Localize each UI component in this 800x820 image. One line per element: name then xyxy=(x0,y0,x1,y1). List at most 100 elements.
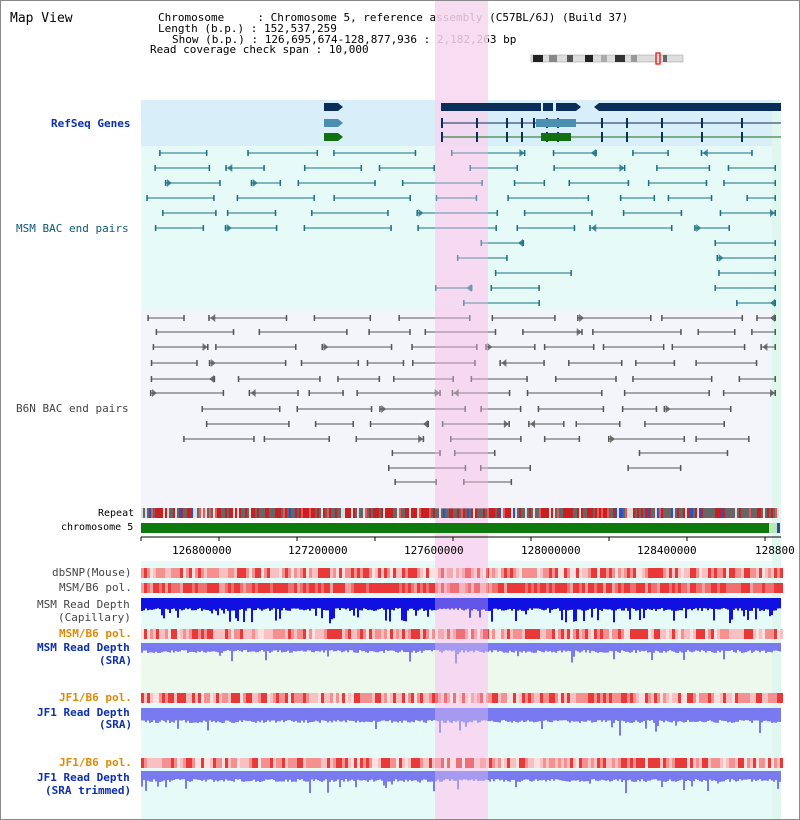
polymorphism-cell xyxy=(756,583,759,593)
polymorphism-cell xyxy=(348,629,351,639)
polymorphism-cell xyxy=(627,629,630,639)
read-depth-bar xyxy=(221,771,223,781)
repeat-segment xyxy=(535,508,537,518)
read-depth-bar xyxy=(709,643,711,652)
msm-bac-pair-end xyxy=(746,195,748,201)
read-depth-bar xyxy=(645,708,647,729)
polymorphism-cell xyxy=(675,568,678,578)
read-depth-bar xyxy=(145,598,147,609)
polymorphism-cell xyxy=(627,758,630,768)
read-depth-bar xyxy=(219,643,221,656)
read-depth-bar xyxy=(271,598,273,610)
read-depth-bar xyxy=(359,598,361,611)
read-depth-bar xyxy=(401,598,403,621)
read-depth-bar xyxy=(767,708,769,722)
polymorphism-cell xyxy=(531,568,534,578)
read-depth-bar xyxy=(245,771,247,782)
polymorphism-cell xyxy=(702,568,705,578)
read-depth-bar xyxy=(433,643,435,651)
repeat-segment xyxy=(273,508,275,518)
b6n-bac-pair-end xyxy=(620,360,623,366)
read-depth-bar xyxy=(593,708,595,723)
polymorphism-cell xyxy=(687,758,690,768)
read-depth-bar xyxy=(413,598,415,611)
read-depth-bar xyxy=(405,598,407,622)
polymorphism-cell xyxy=(672,629,675,639)
repeat-segment xyxy=(719,508,721,518)
msm-bac-pair-end xyxy=(718,270,720,276)
read-depth-bar xyxy=(755,643,757,651)
polymorphism-cell xyxy=(306,758,309,768)
read-depth-bar xyxy=(393,598,395,611)
read-depth-bar xyxy=(177,598,179,618)
polymorphism-cell xyxy=(459,629,462,639)
polymorphism-cell xyxy=(426,693,429,703)
polymorphism-cell xyxy=(780,583,783,593)
read-depth-bar xyxy=(543,598,545,611)
gene-block xyxy=(543,103,553,111)
polymorphism-cell xyxy=(300,693,303,703)
read-depth-bar xyxy=(383,643,385,653)
read-depth-bar xyxy=(519,708,521,722)
read-depth-bar xyxy=(285,598,287,611)
polymorphism-cell xyxy=(447,758,450,768)
read-depth-bar xyxy=(619,708,621,736)
repeat-segment xyxy=(141,508,143,518)
polymorphism-cell xyxy=(645,583,648,593)
polymorphism-cell xyxy=(624,629,627,639)
read-depth-bar xyxy=(505,598,507,611)
polymorphism-cell xyxy=(648,629,651,639)
polymorphism-cell xyxy=(537,583,540,593)
read-depth-bar xyxy=(471,643,473,651)
read-depth-bar xyxy=(159,708,161,722)
repeat-segment xyxy=(489,508,491,518)
repeat-segment xyxy=(265,508,267,518)
read-depth-bar xyxy=(455,771,457,781)
read-depth-bar xyxy=(367,708,369,722)
read-depth-bar xyxy=(409,708,411,723)
read-depth-bar xyxy=(623,598,625,611)
read-depth-bar xyxy=(675,708,677,726)
b6n-bac-pair-end xyxy=(296,406,299,412)
read-depth-bar xyxy=(627,643,629,652)
read-depth-bar xyxy=(565,598,567,623)
repeat-segment xyxy=(711,508,713,518)
polymorphism-cell xyxy=(330,583,333,593)
polymorphism-cell xyxy=(696,693,699,703)
axis-tick-label: 128000000 xyxy=(521,544,581,557)
polymorphism-cell xyxy=(582,629,585,639)
b6n-bac-pair-end xyxy=(520,436,522,442)
polymorphism-cell xyxy=(339,583,342,593)
polymorphism-cell xyxy=(285,629,288,639)
read-depth-bar xyxy=(499,708,501,723)
read-depth-bar xyxy=(423,708,425,723)
read-depth-bar xyxy=(633,708,635,723)
read-depth-bar xyxy=(323,771,325,781)
read-depth-bar xyxy=(439,708,441,733)
polymorphism-cell xyxy=(393,568,396,578)
read-depth-bar xyxy=(175,771,177,780)
repeat-segment xyxy=(181,508,183,518)
read-depth-bar xyxy=(431,771,433,782)
read-depth-bar xyxy=(343,598,345,609)
read-depth-bar xyxy=(547,643,549,652)
msm-bac-pair-end xyxy=(774,285,776,291)
msm-bac-pair-end xyxy=(632,150,634,156)
polymorphism-cell xyxy=(264,693,267,703)
polymorphism-cell xyxy=(273,568,276,578)
read-depth-bar xyxy=(517,708,519,723)
read-depth-bar xyxy=(193,598,195,611)
read-depth-bar xyxy=(561,708,563,721)
polymorphism-cell xyxy=(447,693,450,703)
polymorphism-cell xyxy=(477,693,480,703)
read-depth-bar xyxy=(531,643,533,653)
read-depth-bar xyxy=(427,708,429,721)
polymorphism-cell xyxy=(678,693,681,703)
read-depth-bar xyxy=(353,771,355,781)
read-depth-bar xyxy=(589,771,591,784)
b6n-bac-pair-end xyxy=(528,421,530,427)
polymorphism-cell xyxy=(345,629,348,639)
read-depth-bar xyxy=(751,598,753,611)
read-depth-bar xyxy=(175,708,177,721)
